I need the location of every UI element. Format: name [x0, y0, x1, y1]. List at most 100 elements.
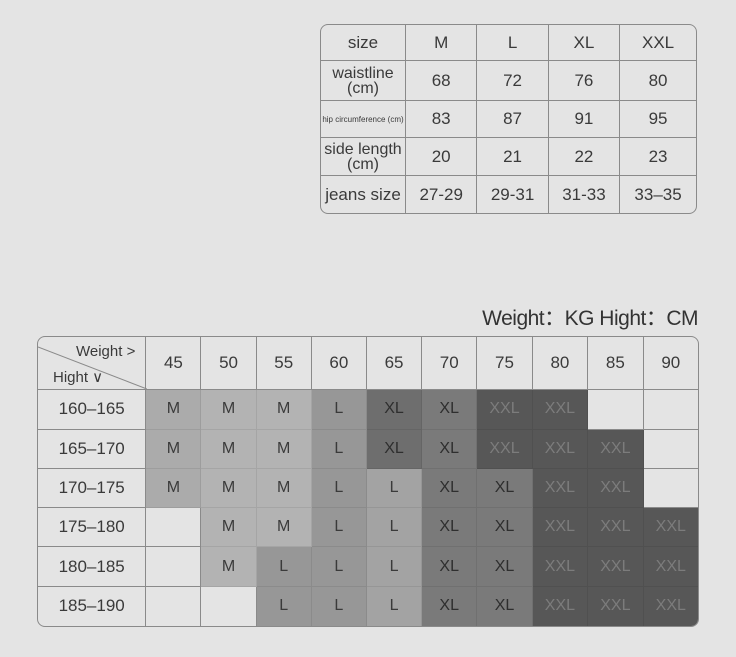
size-cell: XL [422, 586, 478, 626]
size-cell: XXL [532, 429, 589, 469]
measurement-label: side length (cm) [321, 138, 406, 176]
size-cell: XL [477, 586, 533, 626]
size-cell: XL [477, 468, 533, 509]
height-label: 170–175 [38, 468, 147, 509]
size-cell: M [146, 468, 202, 509]
size-cell: XL [366, 390, 423, 430]
size-cell: M [146, 390, 202, 430]
corner-header: Weight > Hight ∨ [38, 337, 147, 391]
height-row: 175–180 M M L L XL XL XXL XXL XXL [38, 508, 698, 548]
measurement-value: 80 [620, 61, 696, 101]
size-cell: XXL [643, 586, 698, 626]
size-cell: L [311, 586, 367, 626]
measurement-label: jeans size [321, 176, 406, 213]
size-cell: M [201, 468, 257, 509]
size-cell: XXL [532, 547, 589, 587]
height-label: 160–165 [38, 390, 147, 430]
size-cell: L [311, 508, 367, 548]
size-cell: XL [422, 508, 478, 548]
measurement-label: waistline (cm) [321, 61, 406, 101]
weight-header-cell: 55 [256, 337, 312, 391]
measurement-value: 20 [406, 138, 478, 176]
size-cell: XXL [477, 429, 533, 469]
size-cell: XL [477, 508, 533, 548]
measurement-value: 27-29 [406, 176, 478, 213]
height-row: 165–170 M M M L XL XL XXL XXL XXL [38, 429, 698, 469]
size-cell: M [201, 390, 257, 430]
height-row: 170–175 M M M L L XL XL XXL XXL [38, 468, 698, 509]
size-cell: XXL [588, 468, 644, 509]
size-cell: XXL [588, 547, 644, 587]
size-cell [588, 390, 644, 430]
size-cell: L [366, 468, 423, 509]
size-cell: XXL [588, 429, 644, 469]
size-cell: XXL [532, 508, 589, 548]
diagonal-divider [38, 346, 147, 390]
measurement-row: jeans size 27-29 29-31 31-33 33–35 [321, 176, 696, 213]
weight-axis-label: Weight > [75, 343, 136, 360]
size-label-header: size [321, 25, 406, 61]
height-label: 175–180 [38, 508, 147, 548]
size-cell: M [256, 508, 312, 548]
weight-header-cell: 65 [366, 337, 423, 391]
height-label: 165–170 [38, 429, 147, 469]
size-cell: XXL [532, 586, 589, 626]
measurement-value: 29-31 [477, 176, 549, 213]
measurement-row: waistline (cm) 68 72 76 80 [321, 61, 696, 101]
measurement-value: 87 [477, 101, 549, 138]
size-cell: XXL [477, 390, 533, 430]
height-label: 185–190 [38, 586, 147, 626]
measurement-value: 33–35 [634, 184, 682, 204]
height-axis-label: Hight ∨ [53, 369, 104, 386]
size-cell: XL [422, 468, 478, 509]
size-cell: L [311, 390, 367, 430]
size-header-cell: XL [548, 25, 621, 61]
size-cell [643, 430, 698, 469]
size-cell: M [146, 429, 202, 469]
size-cell: L [366, 586, 423, 626]
weight-height-size-table: Weight > Hight ∨ 45 50 55 60 65 70 75 80 85 90 160–1… [37, 336, 699, 627]
size-cell: XL [422, 547, 478, 587]
size-cell: XL [366, 429, 423, 469]
size-header-cell: M [406, 25, 478, 61]
measurement-row: side length (cm) 20 21 22 23 [321, 138, 696, 176]
size-cell: XXL [643, 508, 698, 548]
measurement-value: 76 [548, 61, 621, 101]
size-header-cell: L [477, 25, 549, 61]
measurement-value: 22 [548, 138, 621, 176]
weight-header-cell: 90 [643, 337, 698, 391]
weight-header-cell: 85 [588, 337, 644, 391]
weight-header-cell: 75 [477, 337, 533, 391]
weight-header-cell: 50 [201, 337, 257, 391]
size-cell: L [311, 429, 367, 469]
size-cell: XXL [532, 468, 589, 509]
size-cell: XL [477, 547, 533, 587]
measurement-row: hip circumference (cm) 83 87 91 95 [321, 101, 696, 138]
weight-header-row: Weight > Hight ∨ 45 50 55 60 65 70 75 80 85 90 [38, 337, 698, 391]
height-row: 180–185 M L L L XL XL XXL XXL XXL [38, 547, 698, 587]
size-cell [146, 508, 202, 548]
measurement-value: 23 [620, 138, 696, 176]
size-cell [146, 547, 202, 587]
size-cell: M [256, 390, 312, 430]
size-cell: L [366, 508, 423, 548]
height-label: 180–185 [38, 547, 147, 587]
size-cell: XL [422, 390, 478, 430]
size-cell: M [256, 429, 312, 469]
size-cell: L [366, 547, 423, 587]
height-row: 160–165 M M M L XL XL XXL XXL [38, 390, 698, 430]
weight-header-cell: 60 [311, 337, 367, 391]
measurement-value: 83 [406, 101, 478, 138]
size-cell: L [311, 547, 367, 587]
units-caption: Weight：KG Hight：CM [482, 307, 698, 330]
size-cell: L [256, 586, 312, 626]
size-cell: XXL [532, 390, 589, 430]
size-header-cell: XXL [620, 25, 696, 61]
measurement-value: 21 [477, 138, 549, 176]
size-cell: XXL [643, 547, 698, 587]
size-cell: M [201, 547, 257, 587]
size-cell: XXL [588, 508, 644, 548]
size-cell: XL [422, 429, 478, 469]
size-cell: M [256, 468, 312, 509]
size-measurement-table: size M L XL XXL waistline (cm) 68 72 76 80 hip cir… [320, 24, 697, 214]
